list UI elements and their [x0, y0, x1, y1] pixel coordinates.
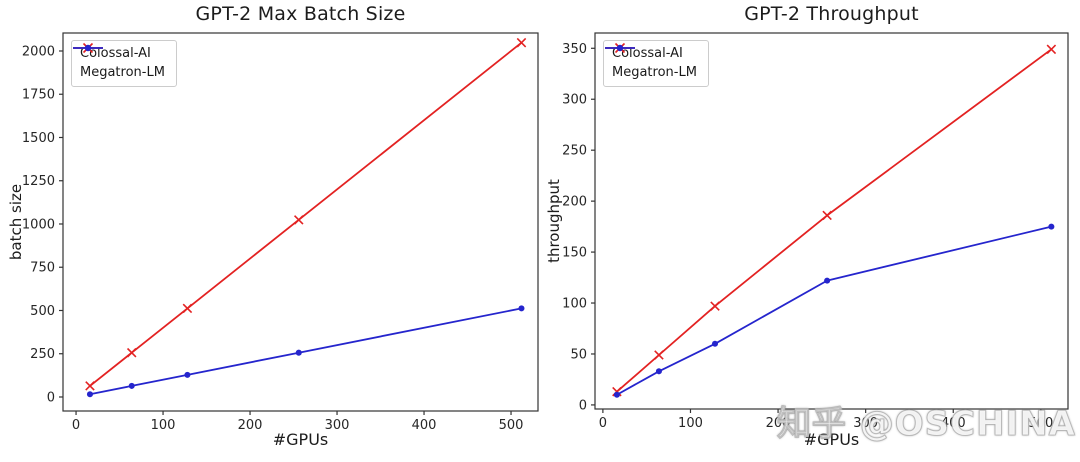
- y-tick-label: 250: [562, 144, 587, 159]
- y-tick-label: 1750: [22, 88, 55, 103]
- legend-dot-marker-icon: [73, 44, 103, 52]
- dot-marker: [86, 391, 93, 398]
- y-tick-label: 300: [562, 93, 587, 108]
- dot-marker: [295, 349, 302, 356]
- x-marker: [182, 303, 193, 314]
- x-axis-label: #GPUs: [803, 430, 860, 449]
- y-tick-label: 500: [30, 304, 55, 319]
- y-tick-label: 0: [579, 398, 587, 413]
- series-line-colossal-ai: [616, 48, 1052, 393]
- legend-label: Megatron-LM: [80, 65, 165, 80]
- x-tick-label: 0: [599, 416, 607, 431]
- x-marker: [516, 37, 527, 48]
- chart-throughput: GPT-2 Throughput throughput #GPUs 0 100 20…: [540, 0, 1080, 462]
- y-tick-label: 50: [570, 347, 587, 362]
- y-tick-label: 1500: [22, 131, 55, 146]
- y-tick-label: 150: [562, 246, 587, 261]
- dot-marker: [1048, 223, 1055, 230]
- x-tick-label: 100: [151, 418, 176, 433]
- x-marker: [85, 381, 95, 391]
- watermark: 知乎 @OSCHINA: [776, 404, 1076, 445]
- x-marker: [654, 350, 664, 360]
- y-tick-label: 250: [30, 347, 55, 362]
- x-marker: [710, 301, 720, 311]
- dot-marker: [613, 391, 620, 398]
- plot-frame: [594, 32, 1069, 410]
- x-tick-label: 200: [238, 418, 263, 433]
- series-line-megatron-lm: [89, 307, 522, 396]
- x-marker: [293, 215, 304, 225]
- series-line-megatron-lm: [616, 225, 1052, 396]
- x-marker: [822, 210, 832, 221]
- x-tick-label: 200: [766, 416, 791, 431]
- x-tick-label: 500: [499, 418, 524, 433]
- legend: Colossal-AI Megatron-LM: [71, 40, 177, 87]
- y-tick-label: 0: [47, 390, 55, 405]
- y-tick-label: 100: [562, 297, 587, 312]
- x-tick-label: 500: [1028, 416, 1053, 431]
- dot-marker: [518, 305, 525, 312]
- y-tick-label: 350: [562, 42, 587, 57]
- x-tick-label: 300: [325, 418, 350, 433]
- y-tick-label: 200: [562, 195, 587, 210]
- dot-marker: [824, 277, 831, 284]
- y-tick-label: 1250: [22, 174, 55, 189]
- x-tick-label: 300: [853, 416, 878, 431]
- x-tick-label: 400: [412, 418, 437, 433]
- plot-area: 0 100 200 300 400 500 0 50 100 150 200 250 300 350: [562, 32, 1069, 431]
- legend: Colossal-AI Megatron-LM: [603, 40, 709, 87]
- chart-title: GPT-2 Throughput: [744, 3, 919, 25]
- x-tick-label: 100: [678, 416, 703, 431]
- legend-label: Megatron-LM: [612, 65, 697, 80]
- legend-dot-marker-icon: [605, 44, 635, 52]
- x-marker: [126, 347, 137, 358]
- y-tick-label: 1000: [22, 217, 55, 232]
- legend-item: Megatron-LM: [605, 44, 697, 81]
- plot-area: 0 100 200 300 400 500 0 250 500 750 1000 1250 1500 17…: [22, 32, 539, 433]
- y-tick-label: 750: [30, 261, 55, 276]
- dot-marker: [184, 371, 191, 378]
- dot-marker: [128, 382, 135, 389]
- legend-label: Colossal-AI: [612, 46, 683, 61]
- dot-marker: [711, 340, 719, 347]
- legend-label: Colossal-AI: [80, 46, 151, 61]
- dot-marker: [84, 44, 92, 52]
- x-axis-label: #GPUs: [272, 430, 329, 449]
- chart-title: GPT-2 Max Batch Size: [195, 3, 406, 25]
- legend-item: Megatron-LM: [73, 44, 165, 81]
- y-tick-label: 2000: [22, 44, 55, 59]
- dot-marker: [655, 368, 662, 375]
- x-tick-label: 0: [72, 418, 80, 433]
- series-line-colossal-ai: [89, 41, 523, 387]
- x-tick-label: 400: [941, 416, 966, 431]
- dot-marker: [616, 44, 624, 52]
- x-marker: [1046, 44, 1057, 55]
- plot-frame: [62, 32, 539, 412]
